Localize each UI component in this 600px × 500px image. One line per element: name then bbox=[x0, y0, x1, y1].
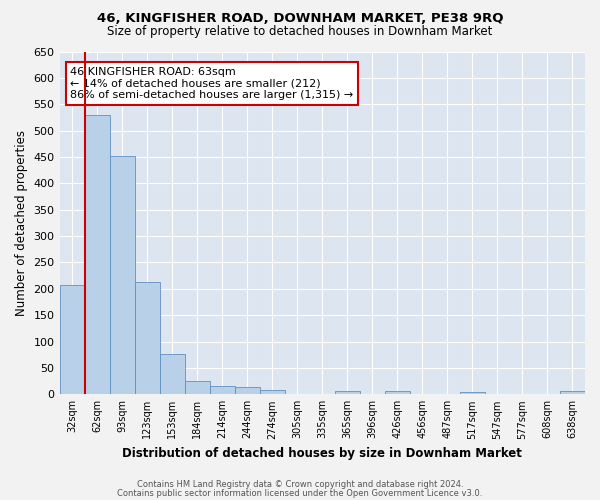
Text: 46, KINGFISHER ROAD, DOWNHAM MARKET, PE38 9RQ: 46, KINGFISHER ROAD, DOWNHAM MARKET, PE3… bbox=[97, 12, 503, 26]
Text: 46 KINGFISHER ROAD: 63sqm
← 14% of detached houses are smaller (212)
86% of semi: 46 KINGFISHER ROAD: 63sqm ← 14% of detac… bbox=[70, 67, 353, 100]
Bar bbox=[385, 390, 410, 394]
Bar bbox=[160, 354, 185, 395]
Bar bbox=[560, 391, 585, 394]
Bar bbox=[185, 380, 209, 394]
Text: Contains public sector information licensed under the Open Government Licence v3: Contains public sector information licen… bbox=[118, 488, 482, 498]
Bar bbox=[460, 392, 485, 394]
Text: Contains HM Land Registry data © Crown copyright and database right 2024.: Contains HM Land Registry data © Crown c… bbox=[137, 480, 463, 489]
Bar bbox=[209, 386, 235, 394]
Bar bbox=[335, 390, 360, 394]
Bar bbox=[260, 390, 285, 394]
Y-axis label: Number of detached properties: Number of detached properties bbox=[15, 130, 28, 316]
Bar bbox=[134, 282, 160, 395]
X-axis label: Distribution of detached houses by size in Downham Market: Distribution of detached houses by size … bbox=[122, 447, 522, 460]
Bar bbox=[85, 115, 110, 394]
Text: Size of property relative to detached houses in Downham Market: Size of property relative to detached ho… bbox=[107, 25, 493, 38]
Bar bbox=[110, 156, 134, 394]
Bar bbox=[59, 285, 85, 395]
Bar bbox=[235, 388, 260, 394]
